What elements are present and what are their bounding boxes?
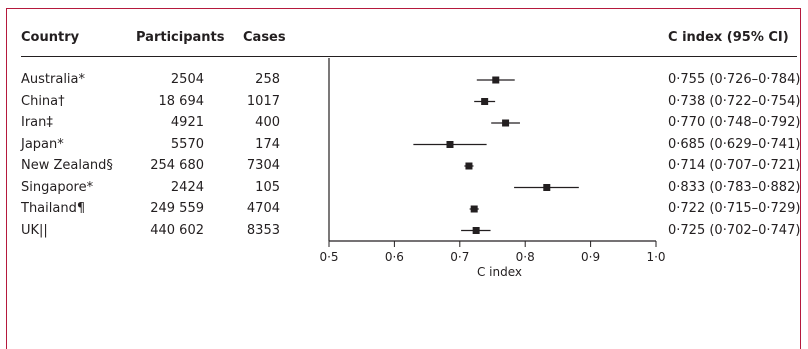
header-cindex: C index (95% CI) <box>668 30 789 45</box>
point-estimate <box>543 184 551 191</box>
country-cell: Iran‡ <box>21 115 53 130</box>
country-cell: Singapore* <box>21 179 94 195</box>
x-tick-label: 0·9 <box>581 250 600 264</box>
country-cell: New Zealand§ <box>21 158 113 173</box>
participants-cell: 254 680 <box>150 158 204 173</box>
cindex-cell: 0·722 (0·715–0·729) <box>668 201 801 216</box>
point-estimate <box>446 141 454 148</box>
cindex-cell: 0·685 (0·629–0·741) <box>668 136 801 152</box>
x-axis-title: C index <box>477 265 522 279</box>
point-estimate <box>465 162 473 170</box>
participants-cell: 2424 <box>170 179 204 195</box>
point-estimate <box>481 98 489 105</box>
header-country: Country <box>21 30 80 45</box>
cases-cell: 8353 <box>246 222 280 238</box>
x-tick-label: 0·6 <box>385 250 404 264</box>
country-cell: Thailand¶ <box>21 201 86 216</box>
cindex-cell: 0·725 (0·702–0·747) <box>668 222 801 238</box>
participants-cell: 4921 <box>170 115 204 130</box>
cases-cell: 1017 <box>246 93 280 109</box>
country-cell: Australia* <box>21 72 86 87</box>
country-cell: UK|| <box>21 222 48 238</box>
point-estimate <box>472 227 480 234</box>
cases-cell: 258 <box>255 72 280 87</box>
x-tick-label: 0·8 <box>516 250 535 264</box>
header-participants: Participants <box>136 30 225 45</box>
cases-cell: 7304 <box>246 158 280 173</box>
point-estimate <box>470 205 478 213</box>
cindex-cell: 0·738 (0·722–0·754) <box>668 93 801 109</box>
header-cases: Cases <box>243 30 286 45</box>
x-tick-label: 1·0 <box>646 250 665 264</box>
country-cell: Japan* <box>21 136 64 152</box>
participants-cell: 2504 <box>170 72 204 87</box>
cindex-cell: 0·770 (0·748–0·792) <box>668 115 801 130</box>
cindex-cell: 0·755 (0·726–0·784) <box>668 72 801 87</box>
participants-cell: 249 559 <box>150 201 204 216</box>
point-estimate <box>502 119 510 127</box>
cases-cell: 4704 <box>246 201 280 216</box>
cases-cell: 105 <box>255 179 280 195</box>
participants-cell: 18 694 <box>158 93 205 109</box>
participants-cell: 440 602 <box>150 222 204 238</box>
cindex-cell: 0·714 (0·707–0·721) <box>668 158 801 173</box>
figure-frame <box>6 8 801 349</box>
x-tick-label: 0·5 <box>319 250 338 264</box>
cases-cell: 174 <box>255 136 280 152</box>
header-rule <box>21 56 797 57</box>
country-cell: China† <box>21 93 65 109</box>
cases-cell: 400 <box>255 115 280 130</box>
x-tick-label: 0·7 <box>450 250 469 264</box>
cindex-cell: 0·833 (0·783–0·882) <box>668 179 801 195</box>
participants-cell: 5570 <box>170 136 204 152</box>
point-estimate <box>492 76 500 84</box>
